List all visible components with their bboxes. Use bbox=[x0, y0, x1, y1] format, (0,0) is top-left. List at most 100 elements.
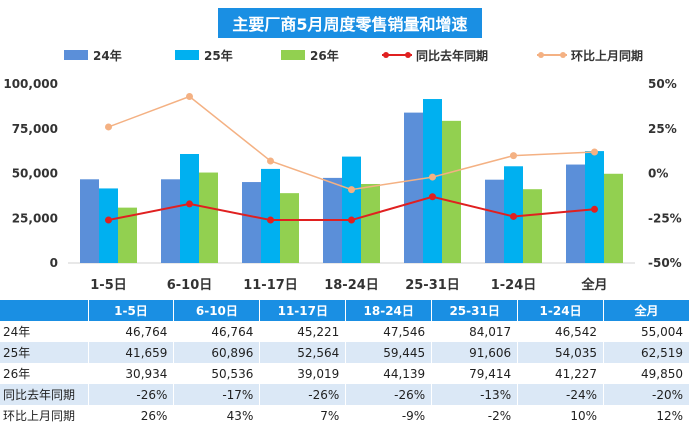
line-point bbox=[267, 216, 274, 224]
row-label: 25年 bbox=[0, 342, 89, 363]
legend-marker bbox=[383, 52, 389, 58]
table-cell: -9% bbox=[345, 405, 433, 426]
legend-label: 26年 bbox=[310, 48, 339, 63]
chart: 主要厂商5月周度零售销量和增速 24年 25年 26年 同比去年同期 环比上月同期 0 25,… bbox=[3, 8, 682, 293]
bar bbox=[442, 120, 461, 263]
table-header: 18-24日 bbox=[345, 300, 433, 321]
line-point bbox=[429, 193, 436, 201]
table-cell: 54,035 bbox=[517, 342, 605, 363]
table-cell: 79,414 bbox=[431, 363, 519, 384]
bar bbox=[566, 164, 585, 263]
table-cell: 12% bbox=[603, 405, 690, 426]
y-right-tick-label: -50% bbox=[648, 256, 682, 270]
legend-label: 24年 bbox=[93, 48, 122, 63]
legend-marker bbox=[560, 52, 566, 58]
table-cell: 46,542 bbox=[517, 321, 605, 342]
table-cell: -2% bbox=[431, 405, 519, 426]
bar bbox=[261, 168, 280, 263]
y-left-tick-label: 25,000 bbox=[12, 211, 58, 225]
table-cell: -26% bbox=[345, 384, 433, 405]
bar bbox=[199, 172, 218, 263]
legend-swatch bbox=[64, 50, 88, 60]
bar bbox=[604, 173, 623, 263]
y-left-tick-label: 0 bbox=[50, 256, 58, 270]
legend-label: 25年 bbox=[204, 48, 233, 63]
line-point bbox=[591, 148, 598, 156]
table-cell: 26% bbox=[88, 405, 175, 426]
table-cell: 49,850 bbox=[603, 363, 690, 384]
bar bbox=[361, 183, 380, 263]
bar bbox=[99, 188, 118, 263]
table-cell: -26% bbox=[88, 384, 175, 405]
line-point bbox=[348, 186, 355, 194]
table-header: 1-24日 bbox=[517, 300, 605, 321]
table-cell: -17% bbox=[173, 384, 261, 405]
line-point bbox=[186, 200, 193, 208]
x-tick-label: 1-5日 bbox=[90, 278, 127, 293]
legend-marker bbox=[538, 52, 544, 58]
table-cell: 7% bbox=[259, 405, 347, 426]
bar bbox=[180, 153, 199, 263]
table-cell: 59,445 bbox=[345, 342, 433, 363]
line-point bbox=[105, 123, 112, 131]
line-point bbox=[429, 173, 436, 181]
table-cell: 41,227 bbox=[517, 363, 605, 384]
line-point bbox=[105, 216, 112, 224]
table-row: 同比去年同期 -26% -17% -26% -26% -13% -24% -20… bbox=[0, 384, 690, 405]
title-banner bbox=[218, 8, 482, 38]
y-right-tick-label: -25% bbox=[648, 211, 682, 225]
line-point bbox=[510, 212, 517, 220]
table-header: 6-10日 bbox=[173, 300, 261, 321]
bar bbox=[280, 193, 299, 263]
table-cell: -13% bbox=[431, 384, 519, 405]
table-header: 25-31日 bbox=[431, 300, 519, 321]
y-left-tick-label: 100,000 bbox=[3, 77, 58, 91]
line-point bbox=[591, 205, 598, 213]
x-tick-label: 18-24日 bbox=[324, 278, 379, 293]
y-right-tick-label: 50% bbox=[648, 77, 677, 91]
table-cell: -24% bbox=[517, 384, 605, 405]
legend-label: 同比去年同期 bbox=[416, 48, 488, 63]
table-header-corner bbox=[0, 300, 89, 321]
row-label: 26年 bbox=[0, 363, 89, 384]
bar bbox=[242, 182, 261, 263]
table-cell: 39,019 bbox=[259, 363, 347, 384]
line-point bbox=[267, 157, 274, 165]
table-cell: 52,564 bbox=[259, 342, 347, 363]
y-left-tick-label: 50,000 bbox=[12, 167, 58, 181]
table-row: 环比上月同期 26% 43% 7% -9% -2% 10% 12% bbox=[0, 405, 690, 426]
table-cell: 60,896 bbox=[173, 342, 261, 363]
bar bbox=[342, 156, 361, 263]
table-cell: 50,536 bbox=[173, 363, 261, 384]
table-header: 11-17日 bbox=[259, 300, 347, 321]
bar bbox=[404, 112, 423, 263]
line-point bbox=[510, 152, 517, 160]
table-cell: 30,934 bbox=[88, 363, 175, 384]
table-cell: 91,606 bbox=[431, 342, 519, 363]
row-label: 环比上月同期 bbox=[0, 405, 89, 426]
bar bbox=[423, 99, 442, 263]
table-cell: 84,017 bbox=[431, 321, 519, 342]
y-left-tick-label: 75,000 bbox=[12, 122, 58, 136]
bar bbox=[523, 189, 542, 263]
row-label: 同比去年同期 bbox=[0, 384, 89, 405]
table-cell: 43% bbox=[173, 405, 261, 426]
x-tick-label: 全月 bbox=[580, 277, 607, 293]
data-table: 1-5日 6-10日 11-17日 18-24日 25-31日 1-24日 全月… bbox=[0, 300, 690, 426]
bar bbox=[485, 179, 504, 263]
table-cell: 47,546 bbox=[345, 321, 433, 342]
y-right-tick-label: 0% bbox=[648, 167, 668, 181]
row-label: 24年 bbox=[0, 321, 89, 342]
x-tick-label: 6-10日 bbox=[167, 278, 213, 293]
bar bbox=[161, 179, 180, 263]
bar bbox=[80, 179, 99, 263]
table-cell: 55,004 bbox=[603, 321, 690, 342]
table-cell: 46,764 bbox=[88, 321, 175, 342]
line-point bbox=[348, 216, 355, 224]
line-point bbox=[186, 93, 193, 101]
legend-swatch bbox=[175, 50, 199, 60]
x-tick-label: 1-24日 bbox=[491, 278, 537, 293]
table-cell: -26% bbox=[259, 384, 347, 405]
y-right-tick-label: 25% bbox=[648, 122, 677, 136]
table-cell: 44,139 bbox=[345, 363, 433, 384]
